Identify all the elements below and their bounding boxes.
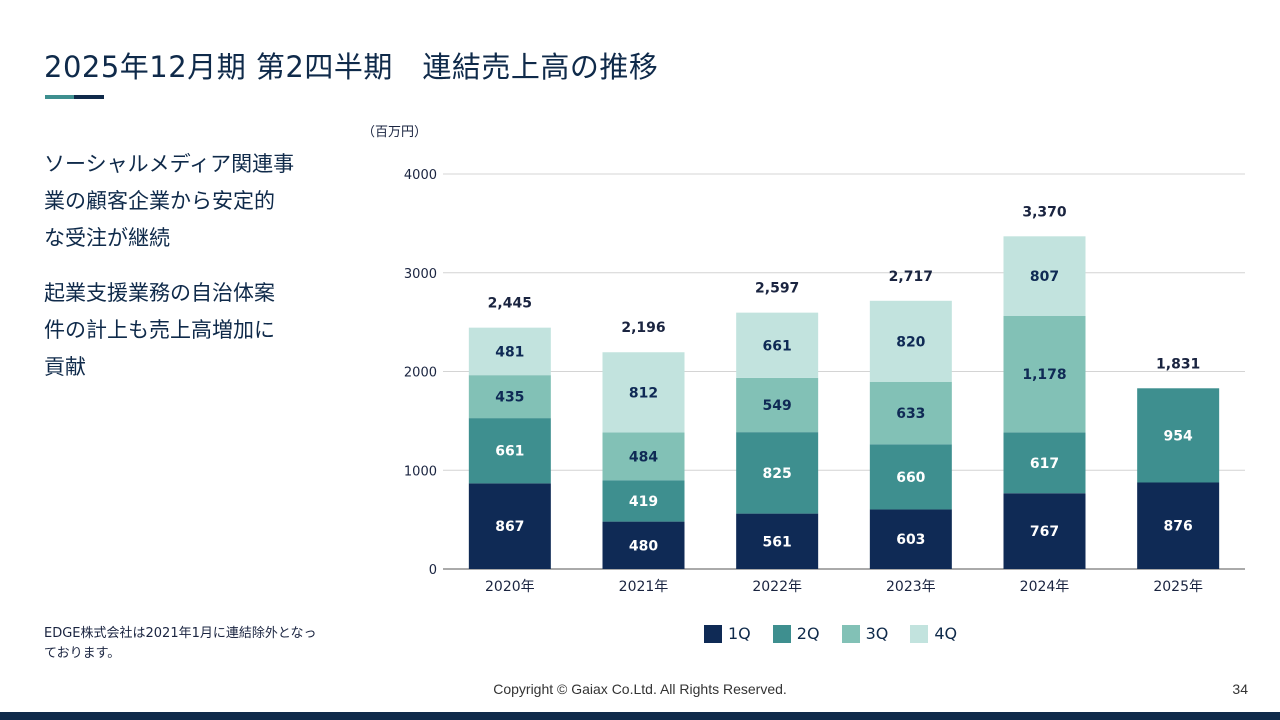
data-label: 767 <box>1030 524 1059 540</box>
bar-segment-4q <box>869 300 952 382</box>
legend-item-4q: 4Q <box>910 624 957 643</box>
bullet-list: ソーシャルメディア関連事 業の顧客企業から安定的 な受注が継続 起業支援業務の自… <box>44 146 344 404</box>
data-label: 561 <box>763 534 792 550</box>
y-tick-label: 1000 <box>404 464 437 479</box>
data-label: 484 <box>629 449 658 465</box>
data-label: 867 <box>495 519 524 535</box>
data-label: 480 <box>629 538 658 554</box>
bar-segment-2q <box>1137 388 1220 483</box>
bar-segment-1q <box>869 509 952 569</box>
data-label: 617 <box>1030 456 1059 472</box>
data-label: 1,178 <box>1022 367 1066 383</box>
data-label: 419 <box>629 494 658 510</box>
legend-label: 4Q <box>934 624 958 643</box>
bar-segment-2q <box>1003 432 1086 494</box>
legend-swatch <box>841 624 860 643</box>
legend-item-3q: 3Q <box>841 624 889 643</box>
y-tick-label: 2000 <box>404 366 437 381</box>
legend-item-1q: 1Q <box>704 624 751 643</box>
bar-segment-3q <box>736 377 819 433</box>
bar-segment-3q <box>869 381 952 445</box>
data-label: 661 <box>495 444 524 460</box>
bar-segment-3q <box>468 375 551 419</box>
data-label: 481 <box>495 344 524 360</box>
bar-segment-4q <box>602 352 685 433</box>
data-label: 660 <box>896 470 925 486</box>
stacked-bar-chart: 0 1000 2000 3000 4000 867 661 435 481 2,445 2020年 4… <box>404 168 1245 595</box>
data-label: 435 <box>495 390 524 406</box>
bar-segment-3q <box>1003 316 1086 433</box>
bar-segment-4q <box>736 312 819 378</box>
title-accent-bar-dark <box>74 95 104 99</box>
chart-legend: 1Q 2Q 3Q 4Q <box>704 624 957 643</box>
total-label: 2,445 <box>488 296 532 312</box>
legend-swatch <box>910 624 929 643</box>
bar-segment-1q <box>1137 482 1220 569</box>
bar-segment-2q <box>602 480 685 522</box>
x-tick-label: 2024年 <box>1020 579 1070 595</box>
data-label: 633 <box>896 406 925 422</box>
legend-swatch <box>704 624 722 643</box>
legend-label: 2Q <box>796 624 820 643</box>
legend-item-2q: 2Q <box>772 624 820 643</box>
legend-label: 3Q <box>865 624 889 643</box>
bullet-point: 起業支援業務の自治体案 件の計上も売上高増加に 貢献 <box>44 281 275 379</box>
footer-bar <box>0 712 1280 720</box>
bar-segment-4q <box>1003 236 1086 317</box>
y-tick-label: 3000 <box>404 267 437 282</box>
data-label: 825 <box>763 466 792 482</box>
page-title: 2025年12月期 第2四半期 連結売上高の推移 <box>44 50 659 84</box>
bar-segment-4q <box>468 327 551 376</box>
bar-segment-3q <box>602 432 685 481</box>
data-label: 549 <box>763 398 792 414</box>
data-label: 954 <box>1164 428 1193 444</box>
footnote: EDGE株式会社は2021年1月に連結除外となっ ております。 <box>44 626 317 661</box>
page-number: 34 <box>1232 681 1248 697</box>
bar-segment-1q <box>1003 493 1086 569</box>
y-tick-label: 4000 <box>404 168 437 183</box>
x-tick-label: 2023年 <box>886 579 936 595</box>
x-tick-label: 2021年 <box>619 579 669 595</box>
bullet-point: ソーシャルメディア関連事 業の顧客企業から安定的 な受注が継続 <box>44 152 295 250</box>
total-label: 2,597 <box>755 281 799 297</box>
x-tick-label: 2022年 <box>752 579 802 595</box>
data-label: 876 <box>1164 519 1193 535</box>
y-tick-label: 0 <box>429 563 437 578</box>
data-label: 807 <box>1030 269 1059 285</box>
data-label: 603 <box>896 532 925 548</box>
unit-label: （百万円） <box>362 125 428 140</box>
legend-swatch <box>772 624 791 643</box>
data-label: 661 <box>763 338 792 354</box>
bar-segment-1q <box>736 513 819 569</box>
data-label: 820 <box>896 334 925 350</box>
bar-segment-1q <box>468 483 551 569</box>
total-label: 2,717 <box>889 269 933 285</box>
total-label: 1,831 <box>1156 356 1200 372</box>
data-label: 812 <box>629 385 658 401</box>
total-label: 3,370 <box>1022 204 1067 220</box>
legend-label: 1Q <box>728 624 751 643</box>
copyright: Copyright © Gaiax Co.Ltd. All Rights Res… <box>493 681 787 697</box>
bar-segment-2q <box>736 432 819 514</box>
x-tick-label: 2025年 <box>1153 579 1203 595</box>
bar-segment-2q <box>468 418 551 484</box>
total-label: 2,196 <box>621 320 665 336</box>
bar-segment-1q <box>602 521 685 569</box>
bar-segment-2q <box>869 444 952 510</box>
title-accent-bar <box>45 95 74 99</box>
x-tick-label: 2020年 <box>485 579 535 595</box>
